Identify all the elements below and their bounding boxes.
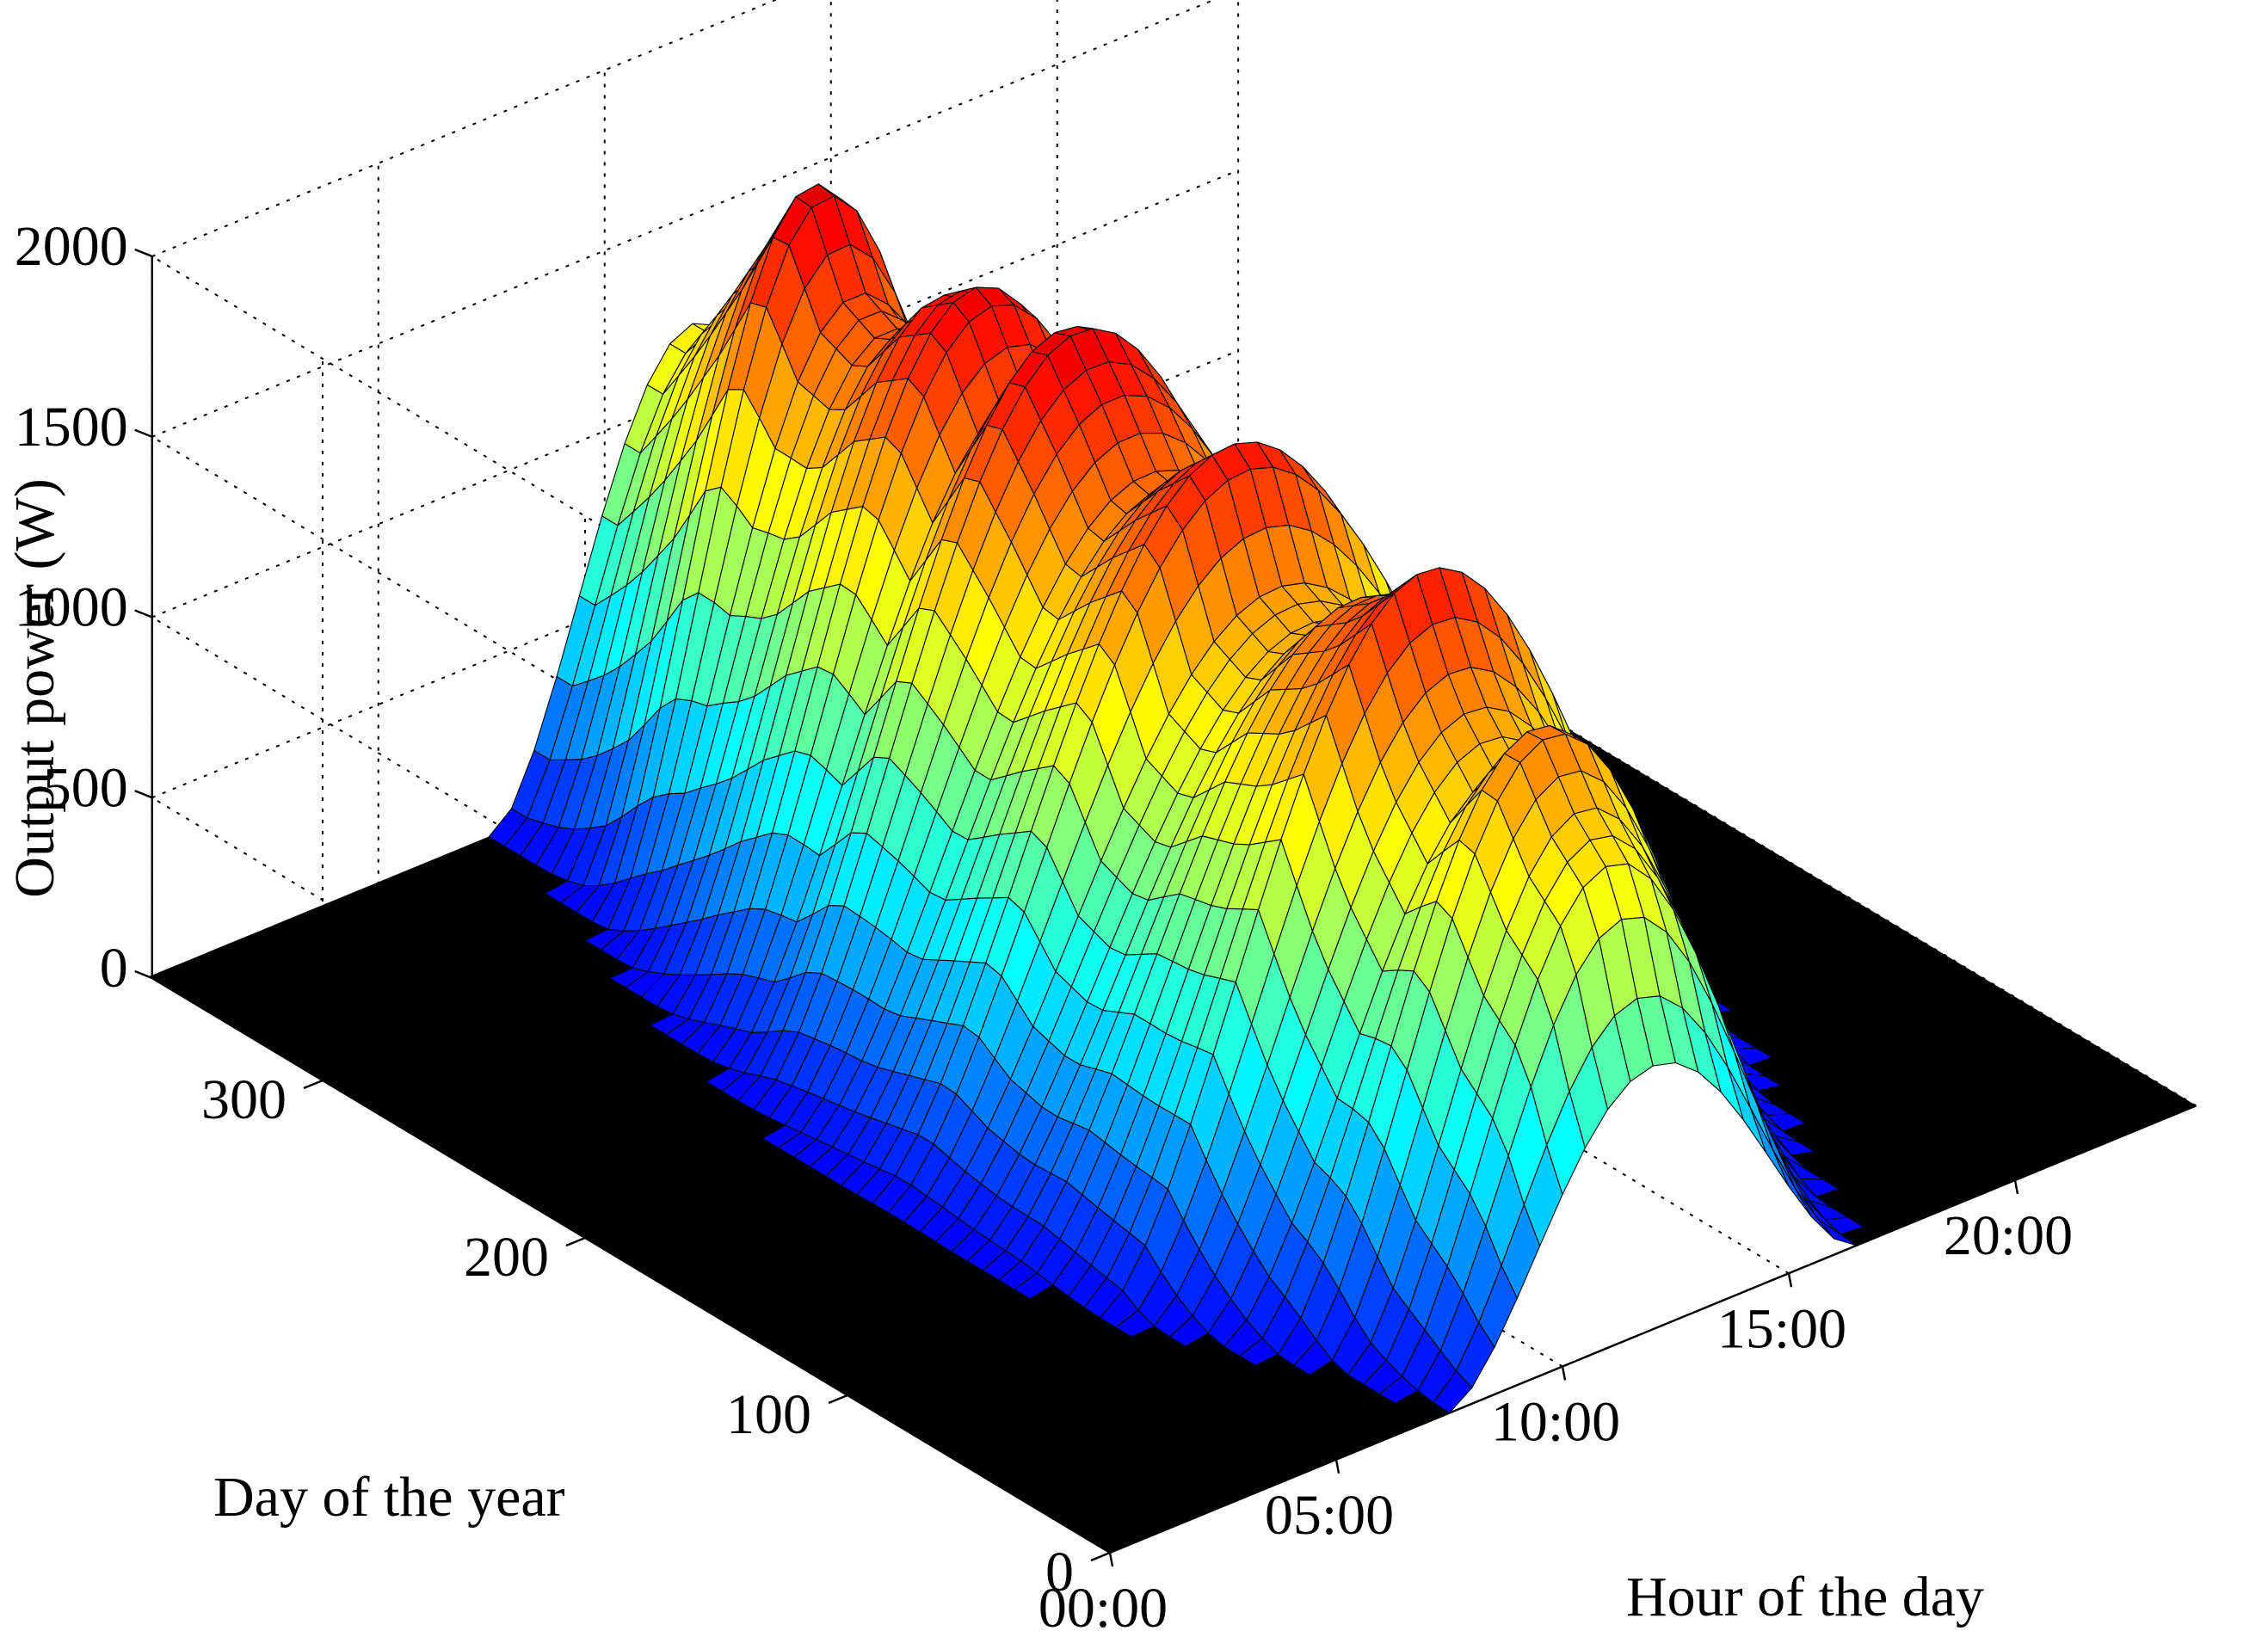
y-tick-label: 200 (464, 1226, 549, 1289)
x-tick-label: 00:00 (1038, 1577, 1168, 1637)
surface-layer (149, 183, 2197, 1554)
z-tick-label: 1500 (15, 396, 128, 458)
z-axis-label: Output power (W) (3, 478, 66, 898)
y-tick (1090, 1551, 1111, 1562)
z-tick-label: 2000 (15, 215, 128, 278)
z-tick (134, 428, 153, 438)
z-tick (134, 969, 153, 980)
x-axis-label: Hour of the day (1626, 1566, 1984, 1628)
x-tick (2013, 1179, 2019, 1195)
y-tick (565, 1236, 586, 1247)
y-tick-label: 0 (1045, 1541, 1074, 1603)
gridline (151, 616, 1111, 1193)
gridline (151, 0, 778, 257)
z-tick (134, 609, 153, 618)
z-tick (134, 790, 153, 799)
z-tick-label: 500 (43, 756, 128, 819)
x-tick (1787, 1273, 1793, 1288)
y-tick-label: 300 (201, 1068, 287, 1131)
x-tick (1334, 1459, 1340, 1474)
z-tick-label: 0 (100, 937, 128, 1000)
y-axis-label: Day of the year (213, 1466, 565, 1529)
z-tick-label: 1000 (15, 576, 128, 639)
x-tick-label: 15:00 (1717, 1297, 1846, 1360)
y-tick (303, 1079, 324, 1090)
gridline (151, 255, 1111, 832)
x-tick-label: 10:00 (1491, 1391, 1620, 1454)
z-tick (134, 248, 153, 258)
x-tick-label: 05:00 (1265, 1484, 1394, 1547)
label-layer: Output power (W) Day of the year Hour of… (3, 215, 2073, 1637)
gridline (151, 435, 1111, 1012)
y-tick (828, 1394, 848, 1405)
x-tick (1561, 1366, 1567, 1381)
x-tick-label: 20:00 (1944, 1204, 2073, 1267)
surface-facet (2157, 1096, 2197, 1116)
x-tick (1108, 1552, 1114, 1567)
gridline (151, 797, 1111, 1374)
y-tick-label: 100 (726, 1383, 811, 1446)
